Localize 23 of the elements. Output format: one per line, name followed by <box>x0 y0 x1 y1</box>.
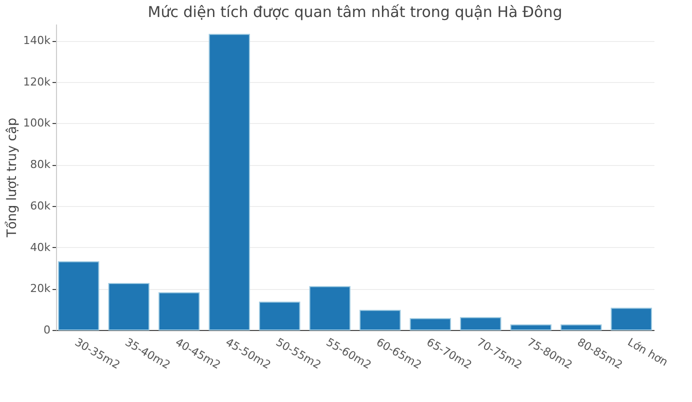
bar <box>208 34 250 330</box>
y-tick-label: 40k <box>30 240 52 254</box>
chart-title: Mức diện tích được quan tâm nhất trong quận Hà Đông <box>148 3 562 21</box>
bar <box>460 317 502 330</box>
y-tick-label: 120k <box>23 75 52 88</box>
y-tick-label: 140k <box>23 34 52 48</box>
x-tick-label: Lớn hơn <box>625 336 670 369</box>
bar <box>158 292 200 330</box>
bar <box>410 318 451 330</box>
y-axis-title: Tổng lượt truy cập <box>4 118 20 238</box>
y-tick-label: 0 <box>44 324 50 336</box>
y-tick-label: 20k <box>30 282 52 296</box>
y-tick-label: 100k <box>23 116 52 130</box>
bar <box>309 286 350 330</box>
bar <box>560 324 602 330</box>
y-tick-label: 60k <box>30 199 52 212</box>
bar <box>360 310 401 330</box>
bar <box>510 324 552 330</box>
bar <box>58 261 100 330</box>
bar <box>610 308 652 330</box>
y-tick-label: 80k <box>30 158 52 172</box>
bar <box>108 282 150 330</box>
bar <box>259 302 300 330</box>
